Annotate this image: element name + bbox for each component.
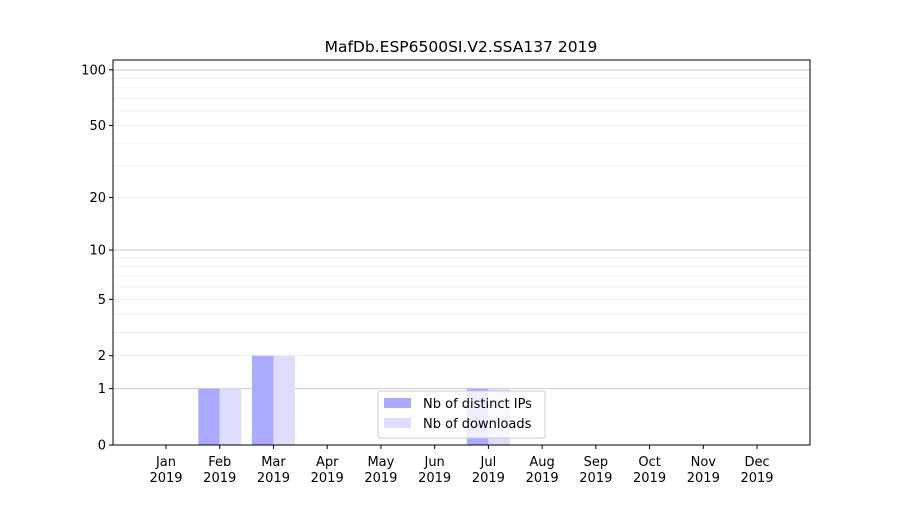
bar-downloads bbox=[219, 388, 242, 445]
legend-swatch bbox=[384, 418, 411, 428]
x-tick-label: 2019 bbox=[526, 471, 559, 486]
x-tick-label: 2019 bbox=[633, 471, 666, 486]
x-tick-label: Apr bbox=[316, 455, 339, 470]
bar-distinct-ips bbox=[251, 355, 274, 445]
x-tick-label: Jun bbox=[423, 455, 444, 470]
x-tick-label: May bbox=[367, 455, 394, 470]
legend-swatch bbox=[384, 398, 411, 408]
y-tick-label: 50 bbox=[89, 119, 106, 134]
x-tick-label: Jan bbox=[155, 455, 176, 470]
y-tick-label: 20 bbox=[89, 191, 106, 206]
x-tick-label: 2019 bbox=[311, 471, 344, 486]
x-tick-label: 2019 bbox=[257, 471, 290, 486]
x-tick-label: 2019 bbox=[203, 471, 236, 486]
x-tick-label: Aug bbox=[529, 455, 554, 470]
legend-box bbox=[377, 390, 546, 439]
x-tick-label: Nov bbox=[691, 455, 717, 470]
legend: Nb of distinct IPs Nb of downloads bbox=[377, 390, 546, 439]
y-tick-label: 0 bbox=[98, 439, 106, 454]
legend-label: Nb of downloads bbox=[423, 417, 532, 432]
y-tick-label: 2 bbox=[98, 349, 106, 364]
bar-distinct-ips bbox=[198, 388, 220, 445]
x-tick-label: 2019 bbox=[149, 471, 182, 486]
y-tick-label: 10 bbox=[89, 244, 106, 259]
plot-frame bbox=[112, 59, 811, 446]
x-tick-label: Mar bbox=[261, 455, 286, 470]
chart-title: MafDb.ESP6500SI.V2.SSA137 2019 bbox=[325, 38, 598, 56]
x-tick-label: Oct bbox=[638, 455, 660, 470]
x-tick-label: Feb bbox=[208, 455, 231, 470]
x-tick-label: Sep bbox=[584, 455, 609, 470]
legend-label: Nb of distinct IPs bbox=[423, 397, 532, 412]
x-tick-label: 2019 bbox=[472, 471, 505, 486]
x-tick-label: 2019 bbox=[740, 471, 773, 486]
x-tick-label: 2019 bbox=[364, 471, 397, 486]
y-tick-label: 1 bbox=[98, 382, 106, 397]
x-tick-label: 2019 bbox=[418, 471, 451, 486]
bar-downloads bbox=[273, 355, 295, 445]
x-tick-label: 2019 bbox=[687, 471, 720, 486]
x-tick-label: Jul bbox=[480, 455, 497, 470]
x-tick-label: Dec bbox=[744, 455, 769, 470]
x-tick-label: 2019 bbox=[579, 471, 612, 486]
y-tick-label: 5 bbox=[98, 293, 106, 308]
y-tick-label: 100 bbox=[81, 63, 106, 78]
